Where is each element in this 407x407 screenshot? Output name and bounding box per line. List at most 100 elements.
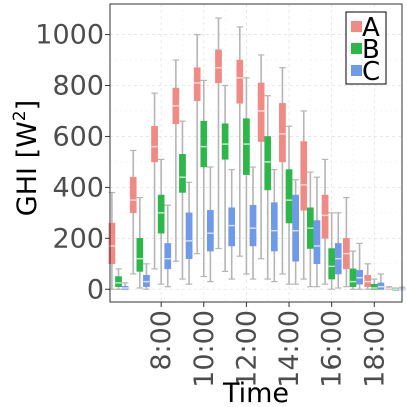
legend-swatch-c (351, 65, 362, 76)
box-body (221, 123, 229, 160)
box-b (328, 212, 336, 290)
box-b (285, 125, 293, 285)
box-body (185, 212, 193, 259)
box-body (285, 169, 293, 224)
y-axis-title-main: GHI [W (12, 121, 43, 216)
box-a (343, 196, 350, 288)
box-body (300, 141, 308, 211)
y-axis-title-superscript: 2 (10, 110, 30, 121)
box-c (121, 282, 129, 290)
y-tick-label: 0 (87, 274, 104, 305)
box-body (292, 194, 299, 262)
box-body (313, 220, 321, 265)
box-a (151, 92, 158, 270)
y-tick-label: 200 (52, 223, 104, 254)
box-body (215, 49, 222, 84)
box-a (215, 17, 222, 250)
box-body (129, 176, 137, 214)
box-c (356, 242, 363, 290)
box-b (307, 171, 314, 288)
box-body (321, 194, 329, 239)
y-axis-title: GHI [W2] (10, 100, 43, 216)
x-tick-label: 12:00 (231, 310, 262, 388)
box-body (200, 120, 208, 168)
y-tick-label: 600 (52, 121, 104, 152)
x-tick-label: 10:00 (189, 310, 220, 388)
box-body (264, 136, 272, 191)
box-a (364, 263, 372, 290)
y-axis-title-close: ] (12, 100, 43, 111)
box-b (200, 79, 208, 278)
x-tick-label: 14:00 (274, 310, 305, 388)
legend-label-c: C (362, 57, 380, 87)
box-a (172, 59, 180, 262)
box-body (164, 243, 172, 270)
box-body (249, 204, 257, 247)
x-tick-label: 16:00 (317, 310, 348, 388)
box-body (193, 67, 201, 102)
box-c (143, 263, 150, 290)
box-b (115, 268, 122, 290)
box-c (249, 166, 257, 280)
box-a (257, 54, 265, 260)
box-a (321, 158, 329, 285)
box-body (157, 194, 165, 234)
box-c (164, 204, 172, 288)
legend-label-a: A (362, 13, 380, 43)
x-tick-label: 8:00 (146, 310, 177, 371)
box-a (129, 149, 137, 275)
box-a (193, 33, 201, 255)
plot-frame (109, 3, 403, 303)
box-c (313, 176, 321, 288)
box-body (270, 202, 278, 252)
box-a (279, 67, 286, 275)
box-b (221, 84, 229, 273)
x-axis: 8:00 10:00 12:00 14:00 16:00 18:00 (146, 302, 390, 388)
y-tick-label: 1000 (35, 20, 104, 51)
legend-label-b: B (362, 35, 380, 65)
box-b (157, 158, 165, 285)
box-series (108, 17, 406, 291)
box-b (243, 77, 250, 275)
box-c (377, 273, 385, 290)
box-c (207, 166, 214, 283)
box-body (179, 154, 186, 193)
box-body (207, 210, 214, 252)
box-body (328, 248, 336, 280)
box-body (243, 118, 250, 175)
box-body (257, 82, 265, 142)
box-a (300, 110, 308, 280)
box-body (370, 283, 378, 290)
x-axis-title: Time (222, 378, 289, 407)
box-body (115, 276, 122, 287)
box-body (279, 103, 286, 163)
box-b (349, 250, 357, 290)
box-body (349, 268, 357, 287)
x-tick-label: 18:00 (359, 310, 390, 388)
box-b (392, 287, 399, 291)
box-body (151, 126, 158, 163)
box-a (108, 191, 116, 290)
box-a (385, 286, 393, 290)
box-b (264, 95, 272, 280)
box-body (108, 222, 116, 265)
box-c (228, 168, 236, 280)
legend-swatch-b (351, 43, 362, 54)
box-body (236, 59, 244, 104)
box-b (136, 196, 144, 289)
box-b (370, 278, 378, 290)
box-c (185, 181, 193, 285)
box-c (334, 212, 342, 289)
box-body (228, 207, 236, 247)
box-c (270, 168, 278, 283)
y-tick-label: 400 (52, 172, 104, 203)
box-c (292, 179, 299, 285)
legend: ABC (345, 11, 387, 87)
box-b (179, 120, 186, 280)
y-axis: 0 200 400 600 800 1000 (35, 20, 110, 305)
legend-swatch-a (351, 21, 362, 32)
box-a (236, 26, 244, 257)
box-body (136, 238, 144, 272)
y-tick-label: 800 (52, 71, 104, 102)
